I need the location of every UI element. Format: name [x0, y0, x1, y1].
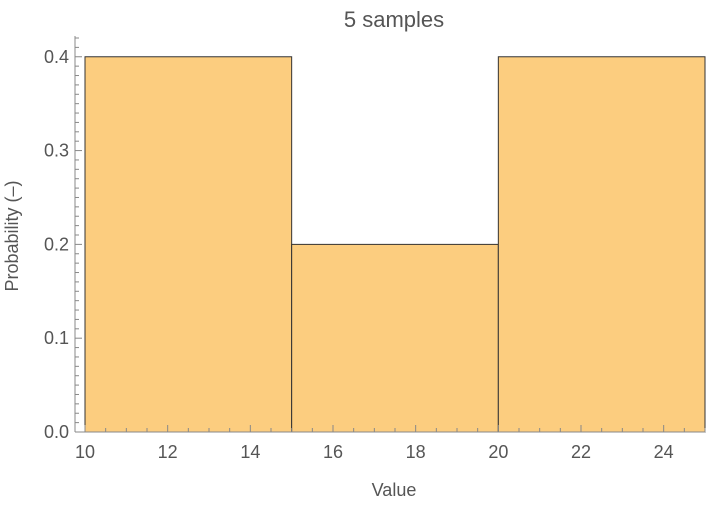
x-tick-label: 16 [323, 442, 343, 462]
y-tick-label: 0.2 [44, 234, 69, 254]
y-ticks-group: 0.0 0.1 0.2 0.3 0.4 [44, 37, 82, 442]
y-tick-label: 0.0 [44, 422, 69, 442]
x-tick-label: 14 [240, 442, 260, 462]
x-tick-label: 22 [571, 442, 591, 462]
x-tick-label: 10 [75, 442, 95, 462]
y-tick-label: 0.3 [44, 141, 69, 161]
y-axis-label: Probability (–) [2, 180, 22, 291]
histogram-bar-0 [84, 56, 293, 433]
x-tick-label: 12 [158, 442, 178, 462]
x-ticks-group: 10 12 14 16 18 20 22 24 [75, 425, 706, 462]
bars-group [84, 56, 706, 433]
x-tick-label: 20 [488, 442, 508, 462]
x-tick-label: 18 [406, 442, 426, 462]
y-tick-label: 0.4 [44, 47, 69, 67]
histogram-bar-2 [497, 56, 706, 433]
chart-title: 5 samples [344, 7, 444, 32]
x-axis-label: Value [372, 480, 417, 500]
y-tick-label: 0.1 [44, 328, 69, 348]
x-tick-label: 24 [654, 442, 674, 462]
histogram-bar-1 [291, 243, 499, 433]
